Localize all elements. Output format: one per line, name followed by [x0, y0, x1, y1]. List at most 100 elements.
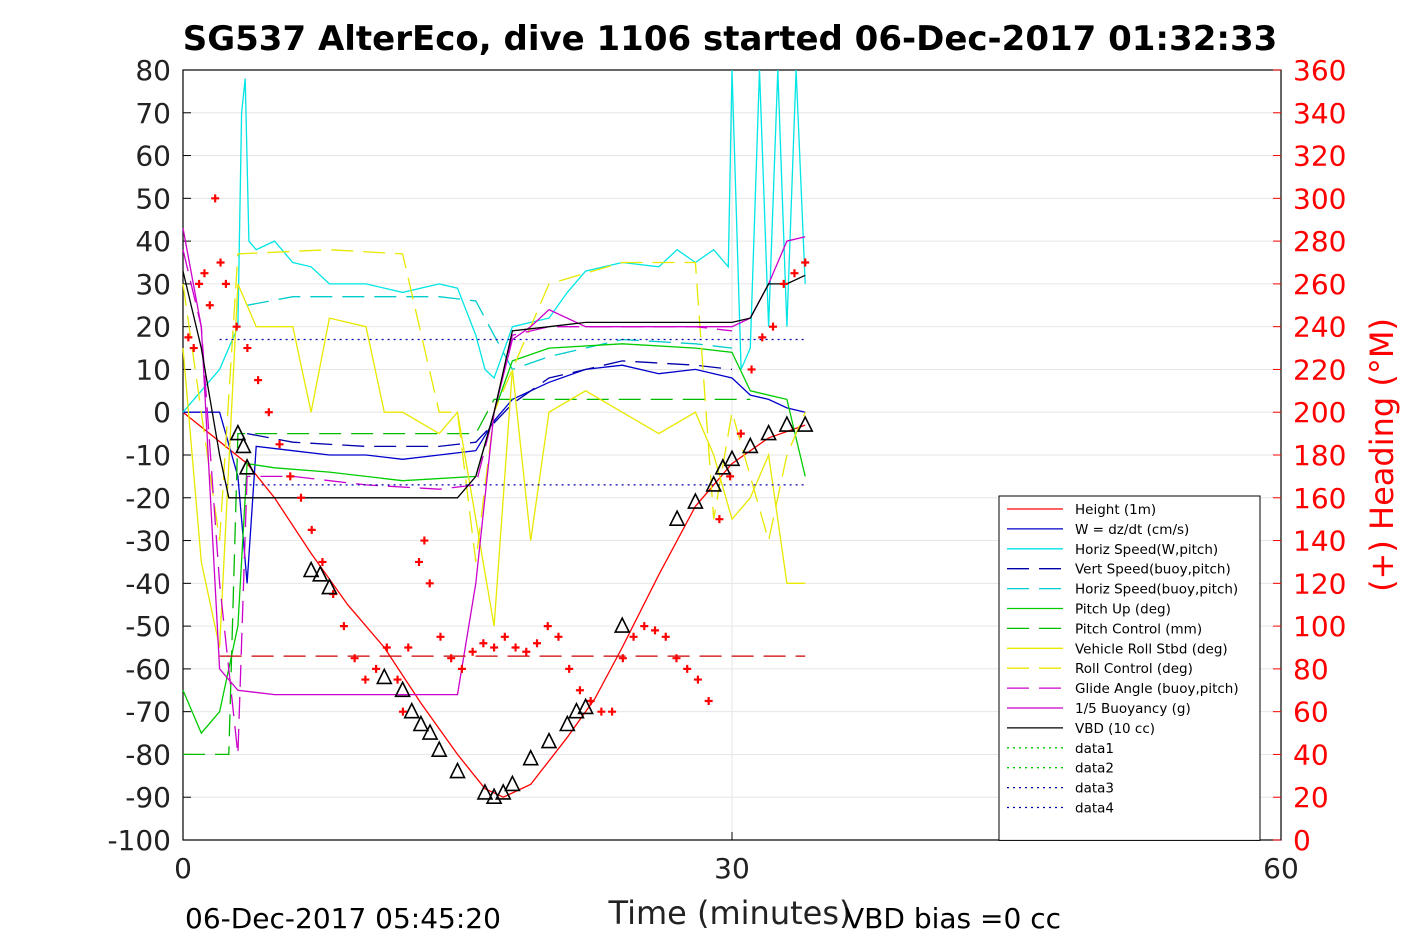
heading-point	[640, 622, 649, 631]
heading-point	[618, 654, 627, 663]
triangle-marker	[238, 458, 256, 475]
heading-point	[350, 654, 359, 663]
heading-point	[184, 333, 193, 342]
heading-markers	[184, 194, 810, 716]
right-tick-label: 40	[1293, 738, 1329, 771]
footer-timestamp: 06-Dec-2017 05:45:20	[185, 902, 501, 935]
heading-point	[779, 279, 788, 288]
legend-label: W = dz/dt (cm/s)	[1075, 522, 1189, 538]
heading-point	[554, 632, 563, 641]
left-tick-label: -50	[125, 610, 171, 643]
heading-point	[254, 376, 263, 385]
triangle-marker	[449, 761, 466, 779]
triangle-marker	[403, 701, 421, 719]
heading-point	[264, 408, 273, 417]
series-line-6	[183, 398, 751, 756]
heading-point	[205, 301, 214, 310]
triangle-marker	[559, 714, 576, 732]
legend-label: Pitch Control (mm)	[1075, 621, 1202, 637]
heading-point	[500, 632, 509, 641]
right-tick-label: 280	[1293, 225, 1346, 258]
heading-point	[398, 707, 407, 716]
left-tick-label: -70	[125, 696, 171, 729]
heading-point	[436, 632, 445, 641]
heading-point	[393, 675, 402, 684]
heading-point	[672, 654, 681, 663]
right-tick-label: 260	[1293, 268, 1346, 301]
heading-point	[704, 696, 713, 705]
heading-point	[608, 707, 617, 716]
heading-point	[758, 333, 767, 342]
heading-point	[297, 493, 306, 502]
heading-point	[425, 579, 434, 588]
right-tick-label: 220	[1293, 353, 1346, 386]
left-tick-label: 30	[135, 268, 171, 301]
right-axis: 3603403203002802602402202001801601401201…	[1273, 54, 1346, 857]
x-tick-label: 60	[1263, 852, 1299, 885]
right-tick-label: 300	[1293, 182, 1346, 215]
left-axis: 80 70 60 50 40 30 20 10 0 -10 -20 -30 -40 -50 -60 -70 -8…	[107, 54, 191, 857]
heading-point	[736, 429, 745, 438]
triangle-marker	[522, 748, 539, 766]
heading-point	[801, 258, 810, 267]
heading-point	[404, 643, 413, 652]
x-axis-label: Time (minutes)	[608, 894, 852, 932]
series-layer	[182, 69, 806, 798]
right-tick-label: 240	[1293, 311, 1346, 344]
left-tick-label: 10	[135, 353, 171, 386]
heading-point	[715, 515, 724, 524]
legend-label: Glide Angle (buoy,pitch)	[1075, 681, 1239, 697]
legend-label: Roll Control (deg)	[1075, 661, 1193, 677]
x-tick-label: 0	[174, 852, 192, 885]
heading-point	[511, 643, 520, 652]
left-tick-label: 40	[135, 225, 171, 258]
heading-point	[683, 664, 692, 673]
triangle-marker	[723, 449, 741, 467]
heading-point	[479, 639, 488, 648]
heading-point	[661, 632, 670, 641]
triangle-marker	[613, 616, 631, 633]
right-tick-label: 100	[1293, 610, 1346, 643]
heading-point	[275, 440, 284, 449]
series-line-1	[183, 364, 806, 584]
heading-point	[651, 626, 660, 635]
left-tick-label: -20	[125, 482, 171, 515]
legend-label: data1	[1075, 741, 1114, 757]
heading-point	[243, 344, 252, 353]
heading-point	[339, 622, 348, 631]
legend-label: Vert Speed(buoy,pitch)	[1075, 562, 1231, 578]
triangle-marker	[687, 492, 704, 509]
legend-label: Horiz Speed(W,pitch)	[1075, 542, 1218, 558]
left-tick-label: 80	[135, 54, 171, 87]
heading-point	[232, 322, 241, 331]
legend: Height (1m) W = dz/dt (cm/s) Horiz Speed(W…	[998, 495, 1261, 841]
right-tick-label: 80	[1293, 653, 1329, 686]
legend-label: Vehicle Roll Stbd (deg)	[1075, 641, 1228, 657]
triangle-marker	[229, 423, 247, 441]
left-tick-label: 60	[135, 140, 171, 173]
legend-label: data2	[1075, 761, 1114, 777]
heading-point	[565, 664, 574, 673]
heading-point	[575, 686, 584, 695]
triangle-markers	[229, 415, 814, 805]
heading-point	[286, 472, 295, 481]
series-line-7	[182, 283, 806, 648]
right-tick-label: 320	[1293, 140, 1346, 173]
chart-title: SG537 AlterEco, dive 1106 started 06-Dec…	[183, 19, 1278, 59]
right-tick-label: 160	[1293, 482, 1346, 515]
heading-point	[415, 557, 424, 566]
right-tick-label: 20	[1293, 781, 1329, 814]
triangle-marker	[376, 667, 393, 685]
left-tick-label: -40	[125, 567, 171, 600]
right-tick-label: 340	[1293, 97, 1346, 130]
heading-point	[693, 675, 702, 684]
triangle-marker	[705, 475, 722, 492]
heading-point	[543, 622, 552, 631]
heading-point	[747, 365, 756, 374]
right-tick-label: 120	[1293, 567, 1346, 600]
triangle-marker	[540, 731, 558, 749]
triangle-marker	[796, 415, 814, 432]
heading-point	[790, 269, 799, 278]
triangle-marker	[421, 723, 439, 740]
